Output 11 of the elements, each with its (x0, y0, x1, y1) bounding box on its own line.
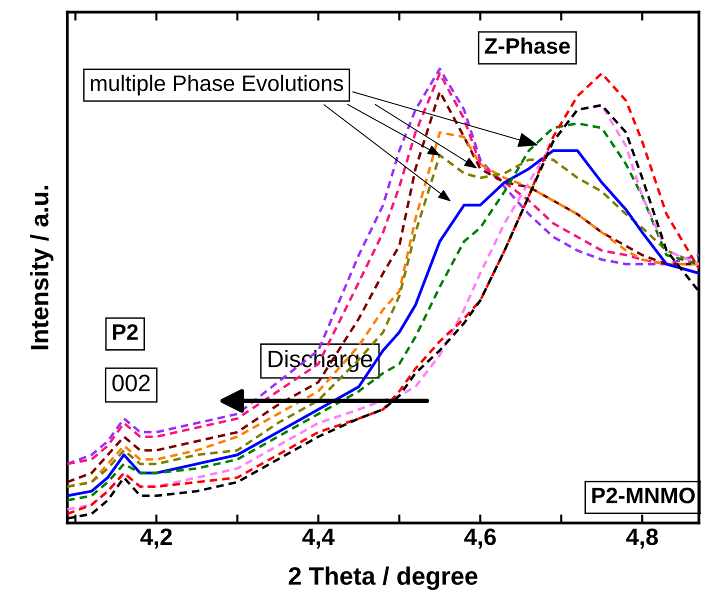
annotation: P2 (112, 324, 138, 340)
x-tick-label: 4,4 (302, 528, 335, 549)
x-tick-label: 4,8 (626, 528, 658, 549)
annotation: P2-MNMO (592, 488, 695, 504)
y-axis-title: Intensity / a.u. (30, 186, 54, 350)
text: Z-Phase (484, 38, 570, 54)
x-tick-label: 4,2 (140, 528, 172, 549)
x-tick-label: 4,6 (464, 528, 496, 549)
annotation: 002 (112, 374, 150, 392)
annotation: multiple Phase Evolutions (90, 74, 344, 96)
x-axis-title: 2 Theta / degree (288, 566, 478, 590)
